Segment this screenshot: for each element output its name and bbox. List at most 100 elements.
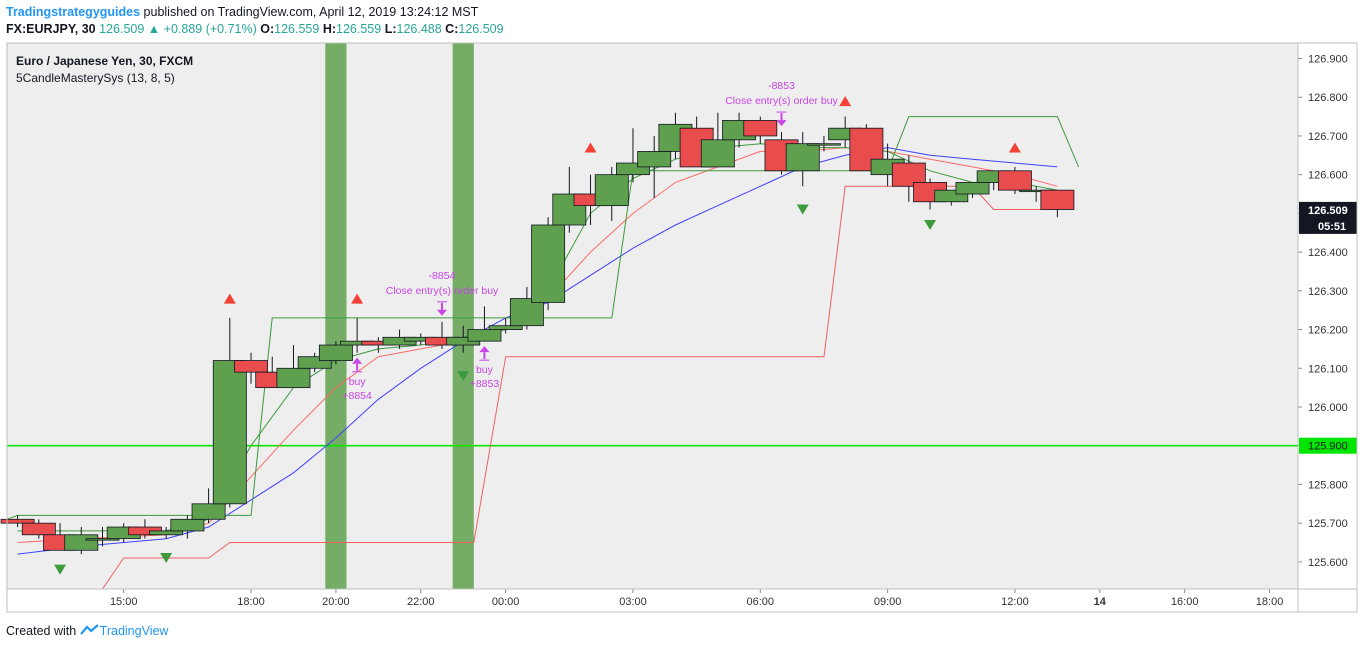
price-chart[interactable]: buy +8854 -8854 Close entry(s) order buy buy… xyxy=(0,0,1363,620)
time-tick-label: 00:00 xyxy=(492,596,520,608)
time-tick-label: 09:00 xyxy=(874,596,902,608)
candle xyxy=(191,488,226,524)
time-tick-label: 20:00 xyxy=(322,596,350,608)
exit-label: Close entry(s) order buy xyxy=(386,285,499,297)
price-tick-label: 126.600 xyxy=(1308,170,1348,182)
candle-body xyxy=(785,143,820,172)
candle-body xyxy=(531,224,566,303)
candle xyxy=(616,128,650,183)
candle-body xyxy=(1040,189,1075,210)
time-tick-label: 18:00 xyxy=(1256,596,1284,608)
candle-body xyxy=(149,530,184,536)
candle-body xyxy=(64,534,99,551)
entry-label: +8853 xyxy=(470,378,500,390)
candle-body xyxy=(488,325,523,330)
candle xyxy=(318,341,353,365)
candle xyxy=(234,352,268,384)
indicator-legend: 5CandleMasterySys (13, 8, 5) xyxy=(16,71,175,85)
time-axis[interactable]: 15:00 18:00 20:00 22:00 00:00 03:00 06:00 09:00… xyxy=(110,589,1283,608)
candle-body xyxy=(297,356,332,369)
candle-body xyxy=(170,518,205,532)
candle xyxy=(21,519,56,539)
publish-info: published on TradingView.com, April 12, … xyxy=(143,5,479,19)
price-axis[interactable]: 126.900126.800126.700126.600126.500126.4… xyxy=(1298,53,1357,569)
candle xyxy=(212,317,247,508)
candle xyxy=(85,527,120,547)
change-value: +0.889 (+0.71%) xyxy=(163,22,257,36)
quote-line: FX:EURJPY, 30 126.509 ▲ +0.889 (+0.71%) … xyxy=(6,22,504,36)
time-tick-label: 18:00 xyxy=(237,596,265,608)
sell-signal-marker xyxy=(351,293,364,304)
close-value: 126.509 xyxy=(458,22,504,36)
time-tick-label: 06:00 xyxy=(747,596,775,608)
entry-arrow-icon xyxy=(479,346,490,353)
time-tick-label: 03:00 xyxy=(619,596,647,608)
entry-label: buy xyxy=(476,364,494,376)
candle xyxy=(170,515,205,539)
author-link[interactable]: Tradingstrategyguides xyxy=(6,5,141,19)
candle-body xyxy=(594,174,629,207)
candle-body xyxy=(85,538,120,541)
time-tick-label: 15:00 xyxy=(110,596,138,608)
signals xyxy=(54,96,1021,575)
trade-annotations: buy +8854 -8854 Close entry(s) order buy buy… xyxy=(342,80,838,402)
candle xyxy=(467,306,502,342)
entry-arrow-icon xyxy=(352,357,363,364)
tradingview-link[interactable]: TradingView xyxy=(99,624,169,638)
sell-signal-marker xyxy=(584,142,597,153)
candle xyxy=(955,182,990,198)
price-tick-label: 125.800 xyxy=(1308,479,1348,491)
open-value: 126.559 xyxy=(274,22,320,36)
candle xyxy=(807,135,841,152)
candle-body xyxy=(700,139,735,168)
candle xyxy=(276,345,311,389)
candle xyxy=(509,286,544,330)
candle-body xyxy=(0,518,35,524)
price-tick-label: 126.200 xyxy=(1308,325,1348,337)
candle xyxy=(297,352,332,373)
open-label: O: xyxy=(260,22,275,36)
last-price: 126.509 xyxy=(99,22,145,36)
buy-signal-marker xyxy=(160,553,173,564)
time-tick-label: 14 xyxy=(1094,596,1107,608)
candle xyxy=(743,116,778,144)
sell-signal-marker xyxy=(223,293,236,304)
highlight-zone xyxy=(452,43,474,589)
candle xyxy=(488,317,523,334)
publish-line: Tradingstrategyguides published on Tradi… xyxy=(6,5,478,19)
candle xyxy=(1040,189,1075,218)
candle-body xyxy=(955,182,990,195)
price-tick-label: 126.300 xyxy=(1308,286,1348,298)
candle xyxy=(997,166,1032,195)
candle xyxy=(637,135,672,198)
tradingview-logo-icon xyxy=(79,624,100,636)
price-tick-label: 126.700 xyxy=(1308,131,1348,143)
level-price-badge xyxy=(1299,437,1357,454)
high-value: 126.559 xyxy=(336,22,382,36)
candle-body xyxy=(616,162,650,176)
candle-body xyxy=(997,170,1032,191)
candle-body xyxy=(743,120,778,137)
candle-body xyxy=(509,298,544,327)
highlight-zone xyxy=(325,43,347,589)
candle xyxy=(891,155,926,202)
buy-signal-marker xyxy=(457,371,470,382)
price-tick-label: 126.100 xyxy=(1308,363,1348,375)
time-tick-label: 12:00 xyxy=(1001,596,1029,608)
candles xyxy=(0,112,1075,555)
candle-body xyxy=(191,503,226,520)
footer: Created with TradingView xyxy=(6,624,168,638)
candle-body xyxy=(807,143,841,146)
candle-body xyxy=(934,189,969,203)
price-tick-label: 126.400 xyxy=(1308,247,1348,259)
close-label: C: xyxy=(445,22,459,36)
countdown-label: 05:51 xyxy=(1318,221,1346,233)
sell-signal-marker xyxy=(1008,142,1021,153)
entry-label: buy xyxy=(349,376,367,388)
exit-arrow-icon xyxy=(437,309,448,316)
entry-label: +8854 xyxy=(342,390,372,402)
buy-signal-marker xyxy=(54,564,67,575)
time-tick-label: 16:00 xyxy=(1171,596,1199,608)
candle xyxy=(149,527,184,539)
candle-body xyxy=(21,522,56,536)
